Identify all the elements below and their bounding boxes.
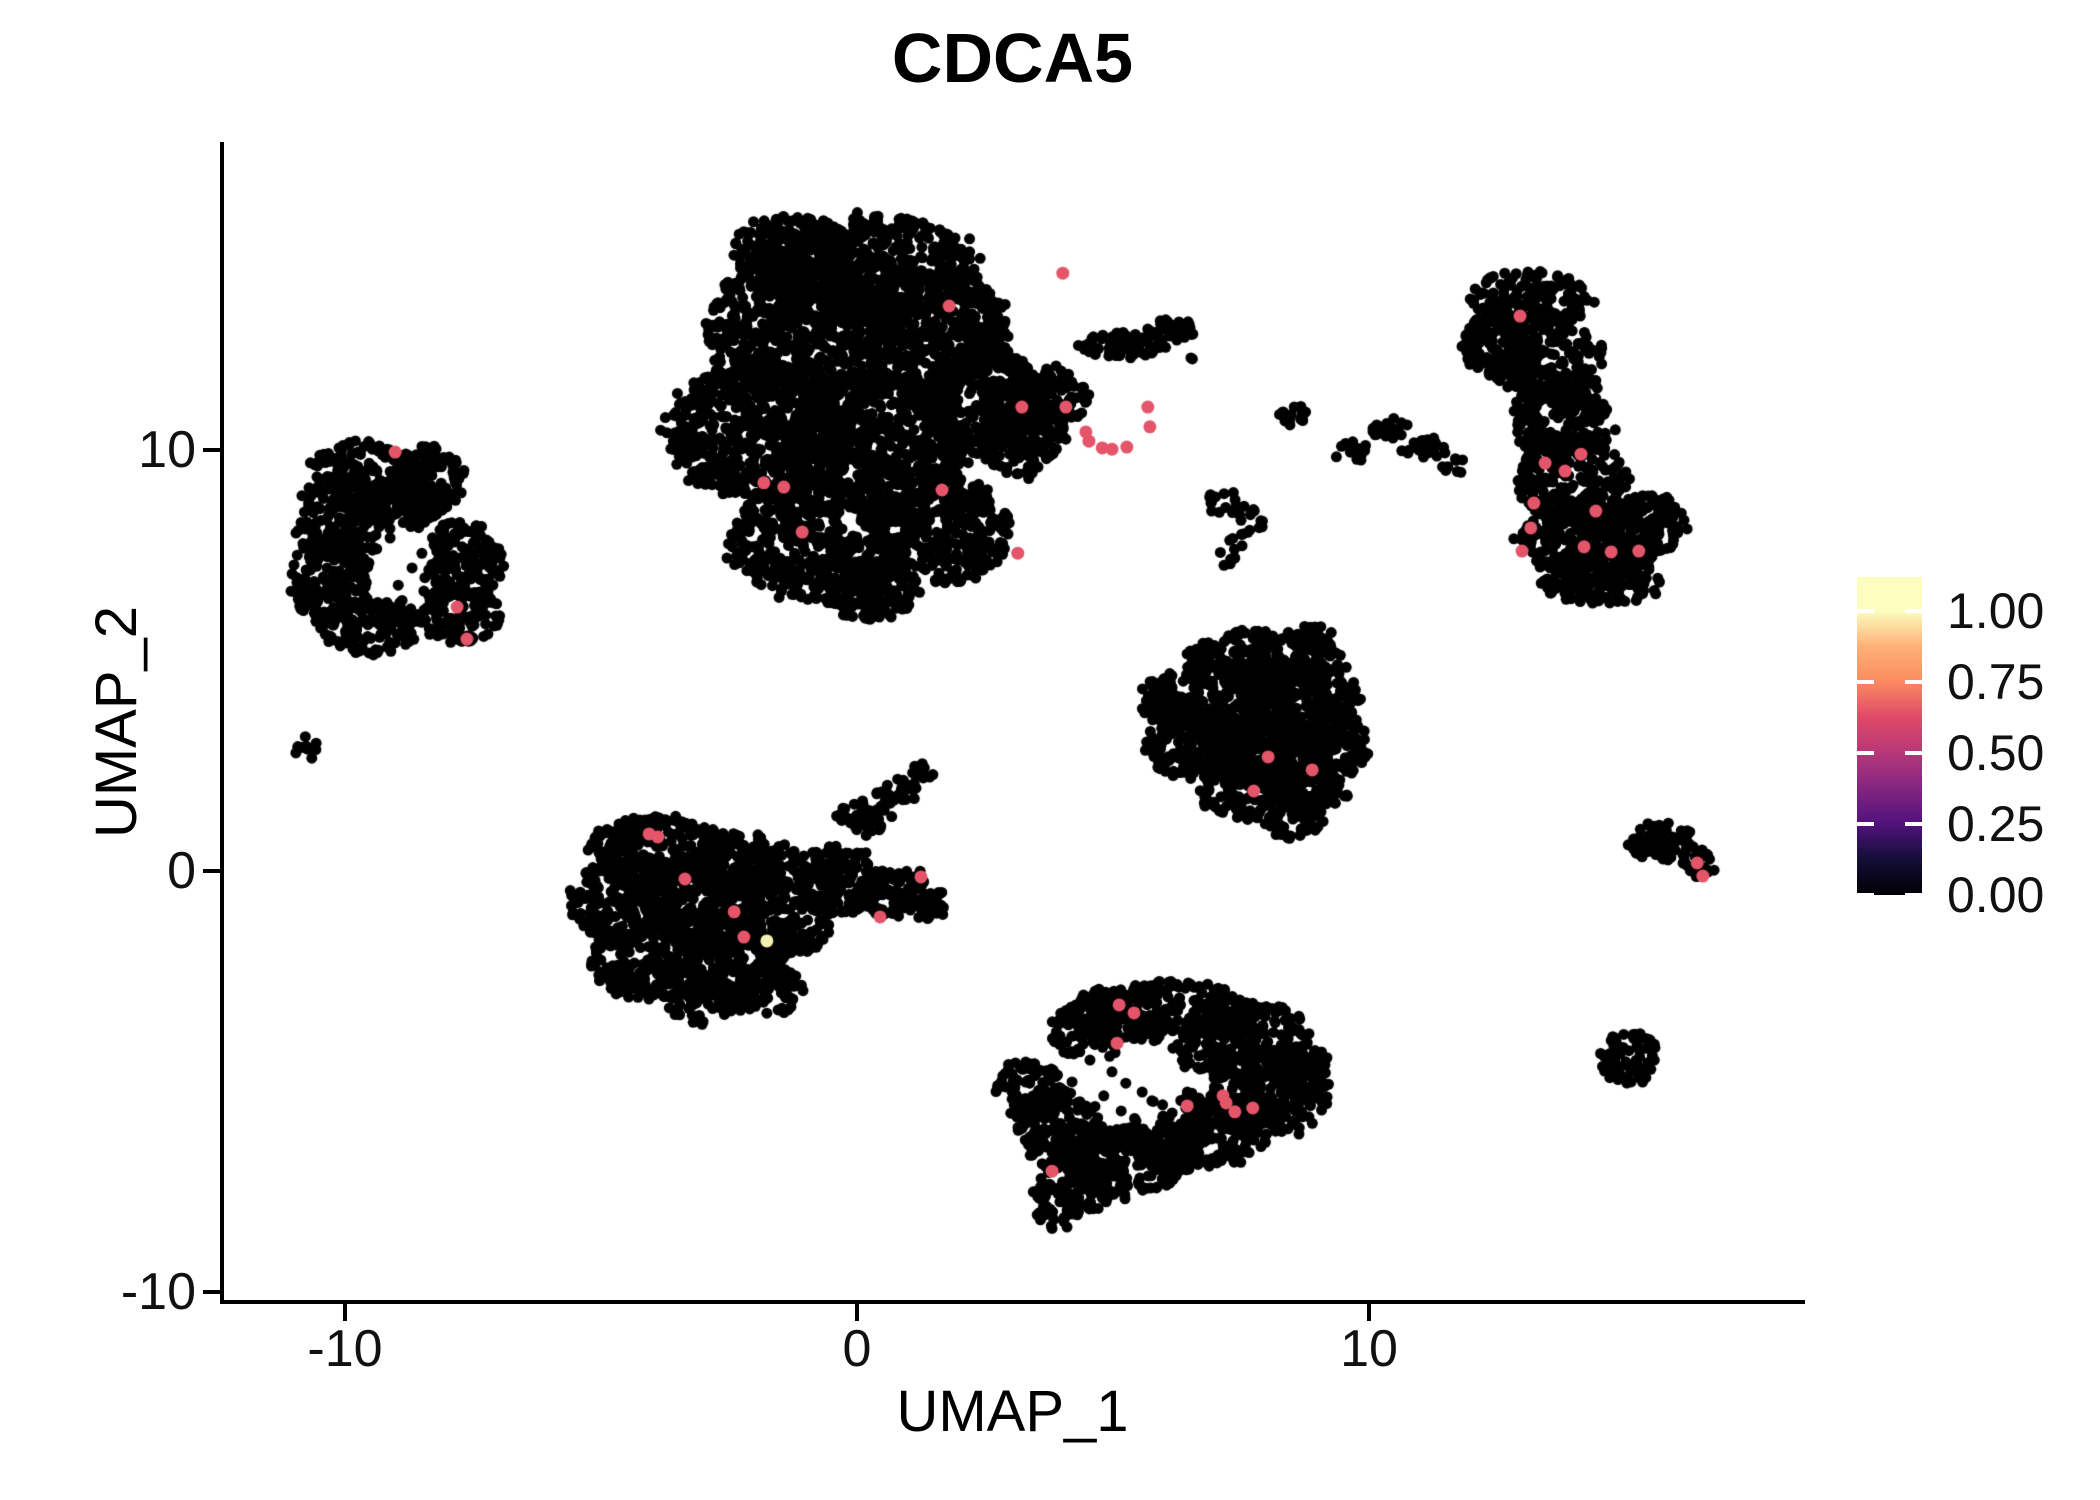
y-tick-mark (203, 869, 220, 873)
page-title: CDCA5 (891, 19, 1134, 97)
colorbar-tick-label: 0.75 (1947, 654, 2045, 711)
y-tick-label: 10 (138, 421, 196, 479)
colorbar-tick-mark (1857, 751, 1874, 756)
x-tick-mark (343, 1304, 347, 1321)
y-tick-label: -10 (120, 1263, 196, 1321)
y-tick-label: 0 (167, 842, 196, 900)
colorbar-tick-label: 0.00 (1947, 867, 2045, 923)
colorbar-gradient (1857, 577, 1922, 895)
colorbar-tick-mark (1905, 893, 1922, 897)
colorbar-tick-mark (1905, 751, 1922, 756)
x-axis-title: UMAP_1 (896, 1379, 1129, 1444)
x-tick-mark (855, 1304, 859, 1321)
x-axis-line (220, 1300, 1805, 1304)
x-tick-mark (1367, 1304, 1371, 1321)
colorbar-tick-mark (1857, 609, 1874, 614)
colorbar-tick-mark (1857, 822, 1874, 827)
colorbar-tick-mark (1857, 680, 1874, 685)
colorbar-tick-label: 1.00 (1947, 583, 2045, 640)
x-tick-label: 10 (1340, 1320, 1398, 1378)
y-tick-mark (203, 1290, 220, 1294)
y-axis-line (220, 142, 224, 1304)
colorbar-tick-mark (1905, 822, 1922, 827)
colorbar-tick-label: 0.25 (1947, 796, 2045, 853)
colorbar-tick-label: 0.50 (1947, 725, 2045, 782)
y-tick-mark (203, 448, 220, 452)
colorbar-tick-mark (1857, 893, 1874, 897)
colorbar-tick-mark (1905, 680, 1922, 685)
x-tick-label: 0 (842, 1320, 872, 1378)
colorbar-tick-mark (1905, 609, 1922, 614)
x-tick-label: -10 (307, 1320, 383, 1378)
